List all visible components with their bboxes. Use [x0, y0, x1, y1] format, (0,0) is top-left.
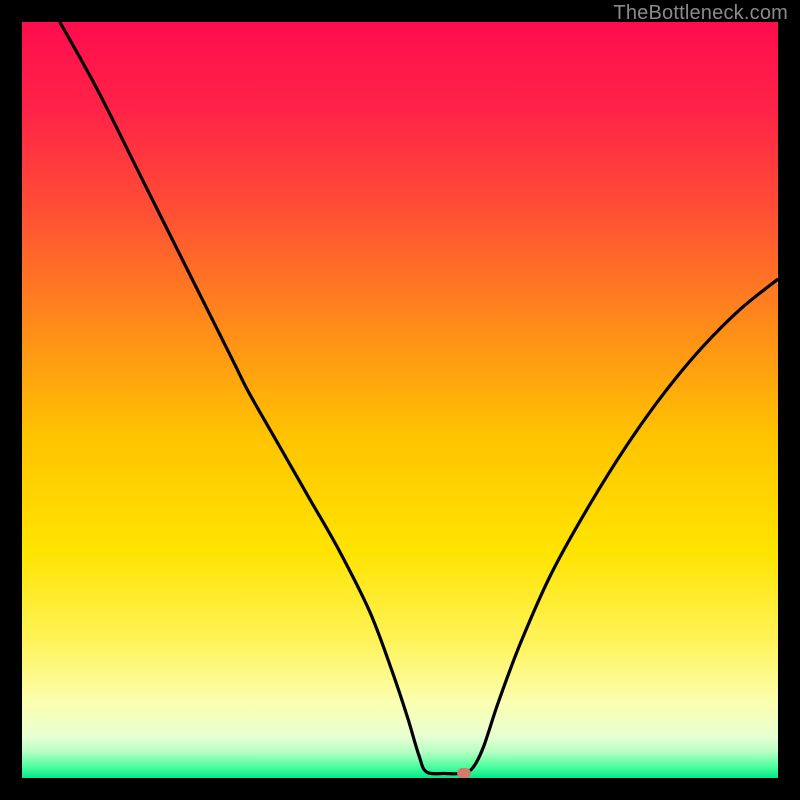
- plot-area: [22, 22, 778, 778]
- chart-frame: TheBottleneck.com: [0, 0, 800, 800]
- bottleneck-curve: [22, 22, 778, 778]
